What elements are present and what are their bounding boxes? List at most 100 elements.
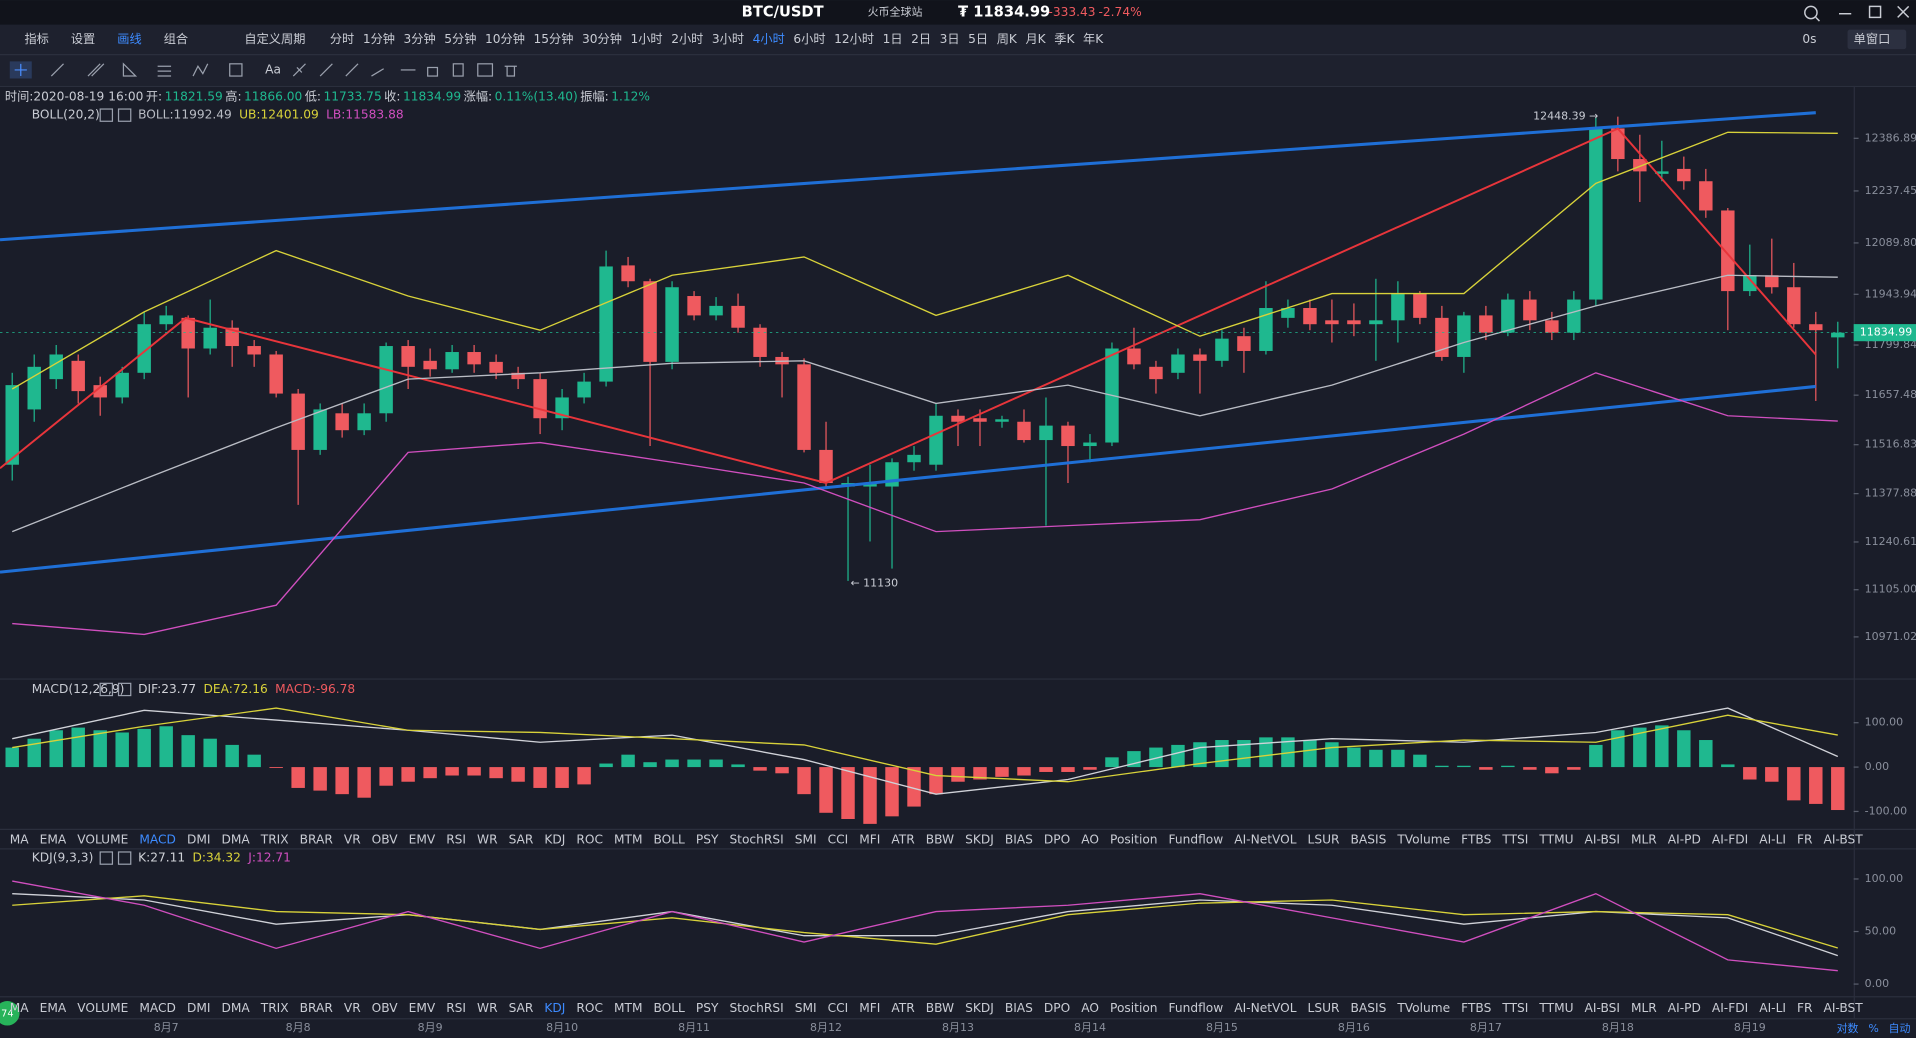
- indicator-tab[interactable]: Fundflow: [1169, 1001, 1224, 1015]
- indicator-tab[interactable]: EMV: [409, 832, 436, 846]
- shape-tool[interactable]: [229, 63, 243, 77]
- window-select-bg[interactable]: [1847, 29, 1907, 50]
- period-button[interactable]: 3日: [940, 32, 960, 46]
- indicator-tab[interactable]: PSY: [696, 1001, 719, 1015]
- period-button[interactable]: 2日: [911, 32, 931, 46]
- legend-settings[interactable]: [99, 682, 114, 697]
- scale-mode[interactable]: 自动: [1889, 1022, 1911, 1035]
- indicator-tab[interactable]: MA: [10, 832, 30, 846]
- indicator-tab[interactable]: BOLL: [654, 1001, 686, 1015]
- indicator-tab[interactable]: OBV: [372, 832, 399, 846]
- indicator-tab[interactable]: BASIS: [1351, 1001, 1387, 1015]
- indicator-tab[interactable]: AI-PD: [1668, 1001, 1701, 1015]
- lock-tool[interactable]: [427, 66, 439, 77]
- window-select[interactable]: 单窗口: [1854, 32, 1891, 46]
- indicator-tab[interactable]: ROC: [576, 1001, 603, 1015]
- drawing-tools[interactable]: [9, 61, 517, 79]
- indicator-tab[interactable]: CCI: [828, 832, 849, 846]
- indicator-tab[interactable]: AI-BSI: [1585, 832, 1620, 846]
- indicator-tab[interactable]: FR: [1797, 832, 1813, 846]
- indicator-tab[interactable]: EMA: [40, 1001, 67, 1015]
- brush-tool[interactable]: [345, 63, 359, 77]
- indicator-tab[interactable]: BASIS: [1351, 832, 1387, 846]
- indicator-tab[interactable]: Fundflow: [1169, 832, 1224, 846]
- indicator-tab[interactable]: VOLUME: [77, 832, 128, 846]
- indicator-tab[interactable]: SAR: [509, 1001, 534, 1015]
- close[interactable]: [1897, 5, 1910, 18]
- legend-close[interactable]: [117, 851, 132, 865]
- indicator-tab[interactable]: SMI: [795, 1001, 817, 1015]
- parallel-tool[interactable]: [87, 63, 105, 77]
- legend-settings[interactable]: [99, 108, 114, 122]
- maximize[interactable]: [1868, 5, 1882, 19]
- tool-button[interactable]: 画线: [117, 32, 141, 46]
- legend-close[interactable]: [117, 682, 132, 697]
- period-button[interactable]: 4小时: [753, 32, 785, 46]
- indicator-tab[interactable]: DMA: [221, 1001, 250, 1015]
- period-button[interactable]: 12小时: [834, 32, 874, 46]
- tool-button[interactable]: 指标: [24, 31, 48, 46]
- indicator-tab[interactable]: KDJ: [544, 1001, 565, 1015]
- indicator-tab[interactable]: MACD: [139, 832, 176, 846]
- indicator-tab[interactable]: BIAS: [1005, 1001, 1033, 1015]
- indicator-tab[interactable]: VOLUME: [77, 1001, 128, 1015]
- indicator-tab[interactable]: Position: [1110, 832, 1158, 846]
- badge[interactable]: [0, 1001, 20, 1026]
- indicator-tab[interactable]: DPO: [1044, 832, 1070, 846]
- delete-tool[interactable]: [504, 65, 517, 77]
- indicator-tab[interactable]: TTSI: [1501, 1001, 1528, 1015]
- indicator-tab[interactable]: MA: [10, 1001, 30, 1015]
- tool-button[interactable]: 设置: [71, 32, 95, 46]
- indicator-tab[interactable]: AI-NetVOL: [1234, 1001, 1297, 1015]
- indicator-tab[interactable]: BRAR: [300, 832, 334, 846]
- period-button[interactable]: 10分钟: [485, 31, 525, 46]
- tool-button[interactable]: 组合: [164, 31, 188, 46]
- indicator-tab[interactable]: VR: [344, 1001, 361, 1015]
- indicator-tab[interactable]: SKDJ: [965, 832, 994, 846]
- legend-settings[interactable]: [99, 851, 114, 865]
- indicator-tab[interactable]: AI-LI: [1759, 1001, 1786, 1015]
- indicator-tab[interactable]: MFI: [859, 832, 880, 846]
- indicator-tab[interactable]: AO: [1081, 1001, 1099, 1015]
- indicator-tab[interactable]: LSUR: [1308, 1001, 1340, 1015]
- indicator-tab[interactable]: WR: [477, 1001, 498, 1015]
- indicator-tab[interactable]: ROC: [576, 832, 603, 846]
- indicator-tab[interactable]: ATR: [891, 1001, 915, 1015]
- indicator-tab[interactable]: AO: [1081, 832, 1099, 846]
- indicator-tab[interactable]: DMI: [187, 832, 211, 846]
- indicator-tab[interactable]: AI-LI: [1759, 832, 1786, 846]
- period-button[interactable]: 30分钟: [582, 31, 622, 46]
- indicator-tab[interactable]: MFI: [859, 1001, 880, 1015]
- indicator-tab[interactable]: DPO: [1044, 1001, 1070, 1015]
- scale-mode[interactable]: 对数: [1837, 1021, 1859, 1035]
- indicator-tab[interactable]: PSY: [696, 832, 719, 846]
- period-button[interactable]: 周K: [997, 32, 1018, 46]
- angle-tool[interactable]: [122, 62, 138, 77]
- indicator-tab[interactable]: DMA: [221, 832, 250, 846]
- period-button[interactable]: 分时: [330, 32, 354, 46]
- indicator-tab[interactable]: ATR: [891, 832, 915, 846]
- indicator-tab[interactable]: CCI: [828, 1001, 849, 1015]
- indicator-tab[interactable]: BBW: [926, 832, 954, 846]
- indicator-tab[interactable]: AI-BST: [1823, 1001, 1863, 1015]
- scale-mode[interactable]: %: [1868, 1022, 1878, 1035]
- indicator-tab[interactable]: EMA: [40, 832, 67, 846]
- copy-tool[interactable]: [452, 63, 464, 77]
- indicator-tab[interactable]: MACD: [139, 1001, 176, 1015]
- wave-tool[interactable]: [192, 63, 209, 77]
- hide-tool[interactable]: [477, 63, 494, 77]
- indicator-tab[interactable]: MLR: [1631, 1001, 1657, 1015]
- indicator-tab[interactable]: FTBS: [1461, 832, 1491, 846]
- indicator-tab[interactable]: MTM: [614, 832, 643, 846]
- window-controls[interactable]: [1804, 5, 1910, 22]
- indicator-tab[interactable]: WR: [477, 832, 498, 846]
- indicator-tab[interactable]: SAR: [509, 832, 534, 846]
- period-button[interactable]: 季K: [1054, 32, 1075, 46]
- indicator-tab[interactable]: RSI: [446, 832, 466, 846]
- indicator-tab[interactable]: EMV: [409, 1001, 436, 1015]
- period-button[interactable]: 2小时: [671, 32, 703, 46]
- indicator-tab[interactable]: AI-FDI: [1712, 832, 1748, 846]
- indicator-tab[interactable]: FTBS: [1461, 1001, 1491, 1015]
- indicator-tab[interactable]: StochRSI: [729, 1001, 783, 1015]
- indicator-tab[interactable]: Position: [1110, 1001, 1158, 1015]
